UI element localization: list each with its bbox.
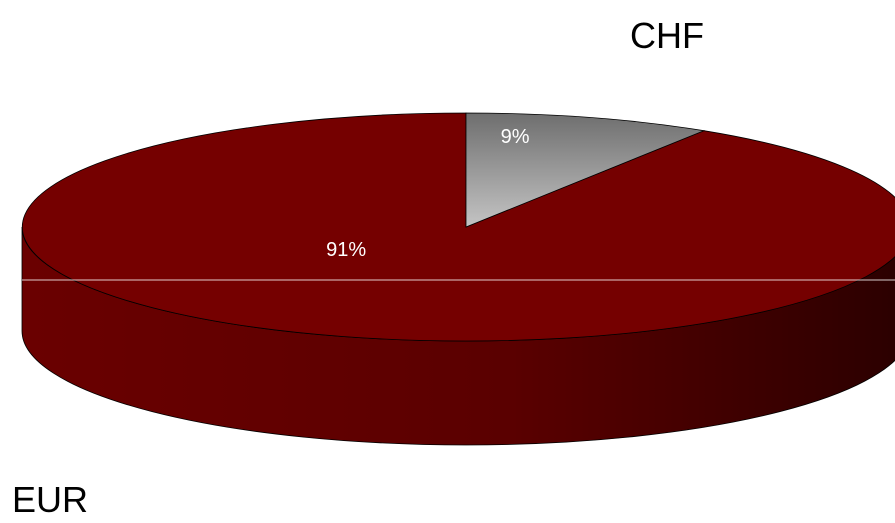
slice-chf: [465, 112, 706, 228]
slice-eur: [21, 112, 895, 342]
category-label-eur: EUR: [12, 479, 88, 520]
category-label-chf: CHF: [630, 15, 704, 56]
data-label-chf: 9%: [501, 126, 530, 148]
data-label-eur: 91%: [326, 239, 366, 261]
